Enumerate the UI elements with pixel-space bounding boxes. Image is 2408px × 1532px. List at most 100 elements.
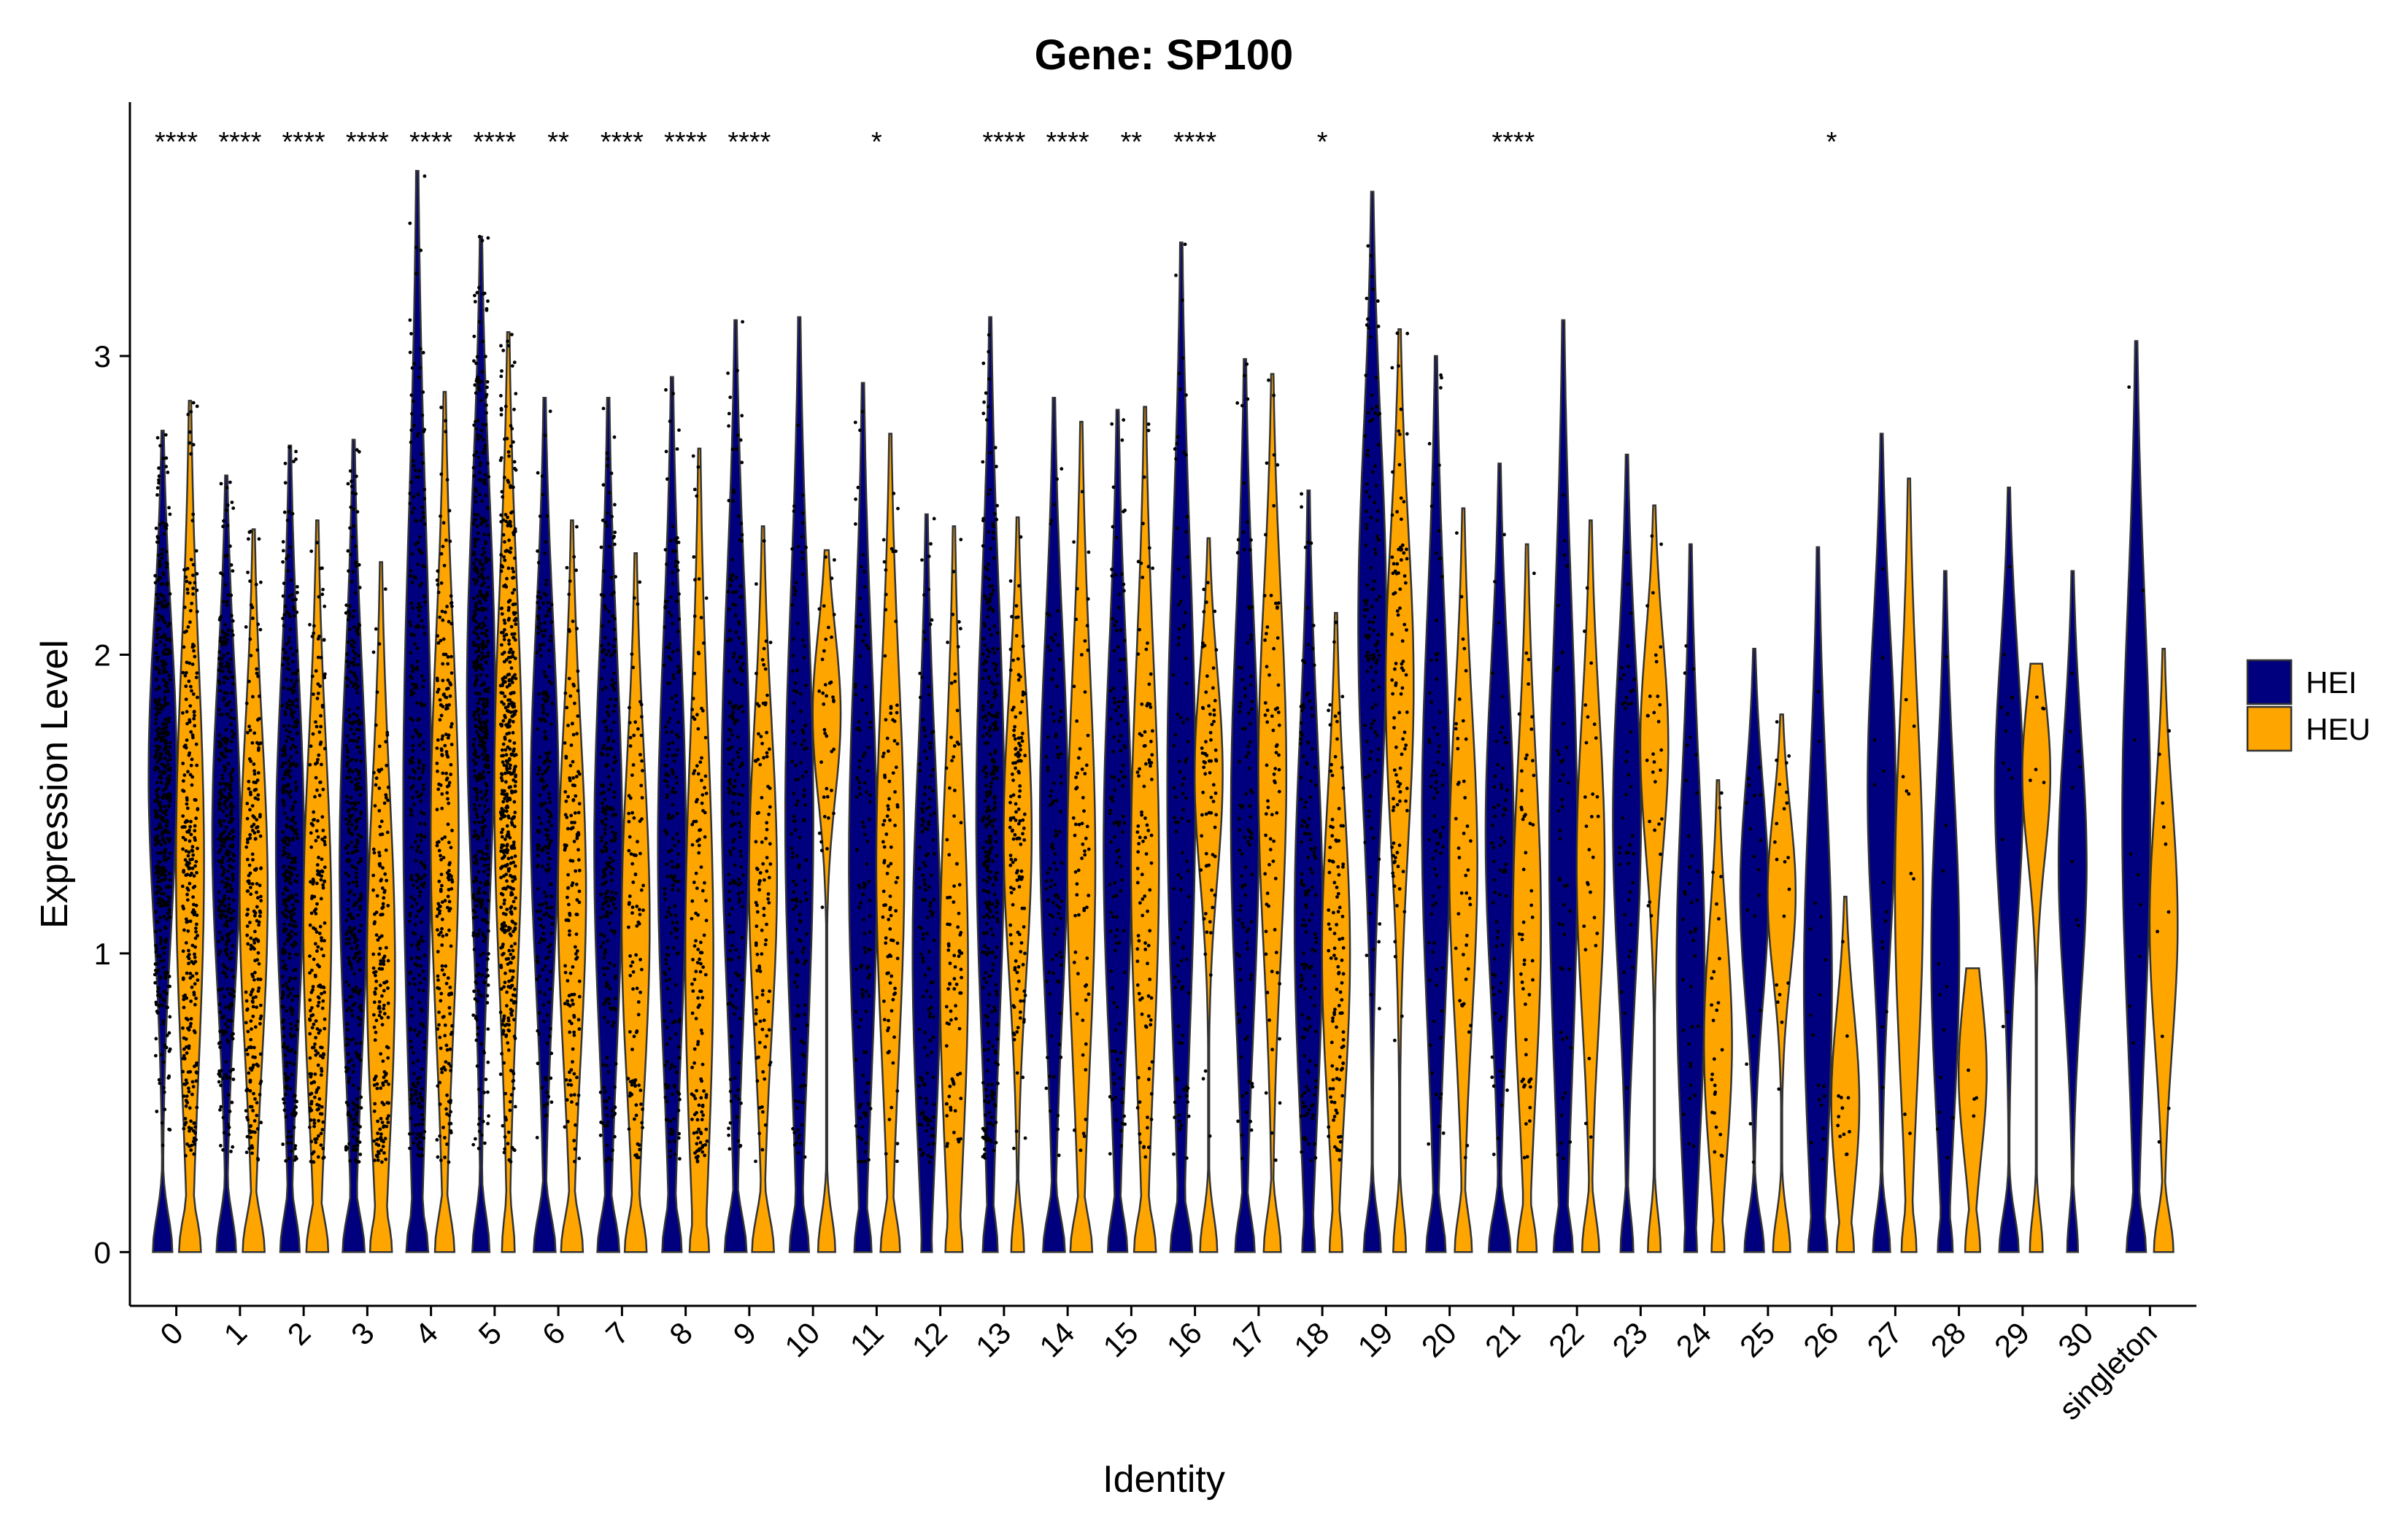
data-point bbox=[1299, 737, 1303, 741]
data-point bbox=[928, 1011, 933, 1015]
data-point bbox=[1184, 453, 1188, 457]
data-point bbox=[484, 724, 488, 729]
data-point bbox=[225, 691, 229, 695]
data-point bbox=[163, 698, 167, 703]
data-point bbox=[162, 838, 166, 843]
data-point bbox=[538, 648, 542, 651]
data-point bbox=[727, 924, 731, 928]
data-point bbox=[733, 784, 737, 789]
data-point bbox=[981, 361, 986, 365]
data-point bbox=[1376, 509, 1381, 513]
data-point bbox=[472, 861, 476, 865]
data-point bbox=[993, 875, 997, 879]
data-point bbox=[995, 1023, 999, 1026]
violin-hei-6 bbox=[529, 397, 560, 1253]
data-point bbox=[607, 896, 611, 900]
data-point bbox=[224, 852, 228, 856]
data-point bbox=[605, 862, 609, 865]
data-point bbox=[352, 1144, 356, 1148]
data-point bbox=[1058, 951, 1062, 954]
data-point bbox=[1245, 362, 1249, 366]
data-point bbox=[671, 525, 675, 529]
data-point bbox=[345, 776, 350, 781]
data-point bbox=[1249, 977, 1253, 981]
data-point bbox=[987, 562, 990, 566]
data-point bbox=[482, 550, 487, 554]
data-point bbox=[1235, 952, 1239, 956]
data-point bbox=[1439, 386, 1443, 390]
data-point bbox=[600, 784, 603, 788]
data-point bbox=[221, 1015, 225, 1020]
data-point bbox=[1365, 953, 1369, 957]
data-point bbox=[356, 959, 360, 964]
data-point bbox=[1429, 912, 1434, 916]
data-point bbox=[285, 1064, 288, 1068]
data-point bbox=[663, 828, 667, 832]
data-point bbox=[347, 713, 352, 718]
data-point bbox=[663, 972, 668, 976]
data-point bbox=[356, 663, 360, 667]
data-point bbox=[222, 867, 226, 872]
data-point bbox=[611, 1024, 614, 1028]
data-point bbox=[1372, 719, 1376, 723]
data-point bbox=[290, 856, 294, 860]
data-point bbox=[1110, 422, 1114, 426]
data-point bbox=[677, 879, 681, 883]
data-point bbox=[983, 1099, 987, 1103]
data-point bbox=[414, 956, 419, 960]
data-point bbox=[1500, 1075, 1505, 1079]
data-point bbox=[414, 859, 418, 863]
data-point bbox=[1114, 1118, 1119, 1122]
data-point bbox=[606, 914, 610, 918]
data-point bbox=[355, 875, 358, 880]
data-point bbox=[1181, 356, 1185, 360]
data-point bbox=[420, 1067, 424, 1071]
data-point bbox=[737, 635, 741, 640]
data-point bbox=[605, 747, 609, 751]
data-point bbox=[537, 1011, 541, 1015]
data-point bbox=[284, 908, 288, 912]
data-point bbox=[738, 881, 743, 885]
data-point bbox=[544, 784, 549, 788]
data-point bbox=[164, 885, 169, 889]
data-point bbox=[729, 729, 733, 732]
data-point bbox=[798, 1133, 802, 1137]
violin-hei-7 bbox=[593, 397, 624, 1253]
data-point bbox=[1122, 821, 1127, 825]
data-point bbox=[1500, 786, 1504, 790]
data-point bbox=[987, 349, 991, 354]
data-point bbox=[224, 885, 228, 889]
data-point bbox=[159, 635, 163, 639]
data-point bbox=[989, 1140, 994, 1144]
data-point bbox=[155, 947, 159, 951]
data-point bbox=[1429, 700, 1433, 704]
data-point bbox=[601, 518, 605, 522]
data-point bbox=[351, 1134, 355, 1139]
data-point bbox=[728, 889, 731, 894]
data-point bbox=[734, 948, 738, 952]
data-point bbox=[730, 907, 734, 910]
data-point bbox=[918, 1096, 922, 1100]
data-point bbox=[1240, 874, 1243, 878]
data-point bbox=[862, 570, 866, 573]
data-point bbox=[609, 592, 614, 597]
data-point bbox=[220, 860, 225, 864]
data-point bbox=[1113, 835, 1116, 839]
data-point bbox=[284, 1115, 288, 1119]
data-point bbox=[1429, 773, 1434, 778]
data-point bbox=[351, 684, 355, 688]
data-point bbox=[548, 800, 552, 805]
data-point bbox=[794, 681, 798, 685]
data-point bbox=[474, 854, 478, 858]
data-point bbox=[231, 682, 235, 686]
data-point bbox=[485, 634, 489, 638]
data-point bbox=[486, 651, 490, 655]
data-point bbox=[1493, 890, 1497, 894]
data-point bbox=[603, 604, 607, 608]
data-point bbox=[288, 839, 292, 843]
data-point bbox=[359, 759, 363, 763]
data-point bbox=[803, 644, 807, 649]
data-point bbox=[1313, 1093, 1316, 1097]
data-point bbox=[481, 736, 485, 740]
data-point bbox=[348, 1158, 352, 1163]
